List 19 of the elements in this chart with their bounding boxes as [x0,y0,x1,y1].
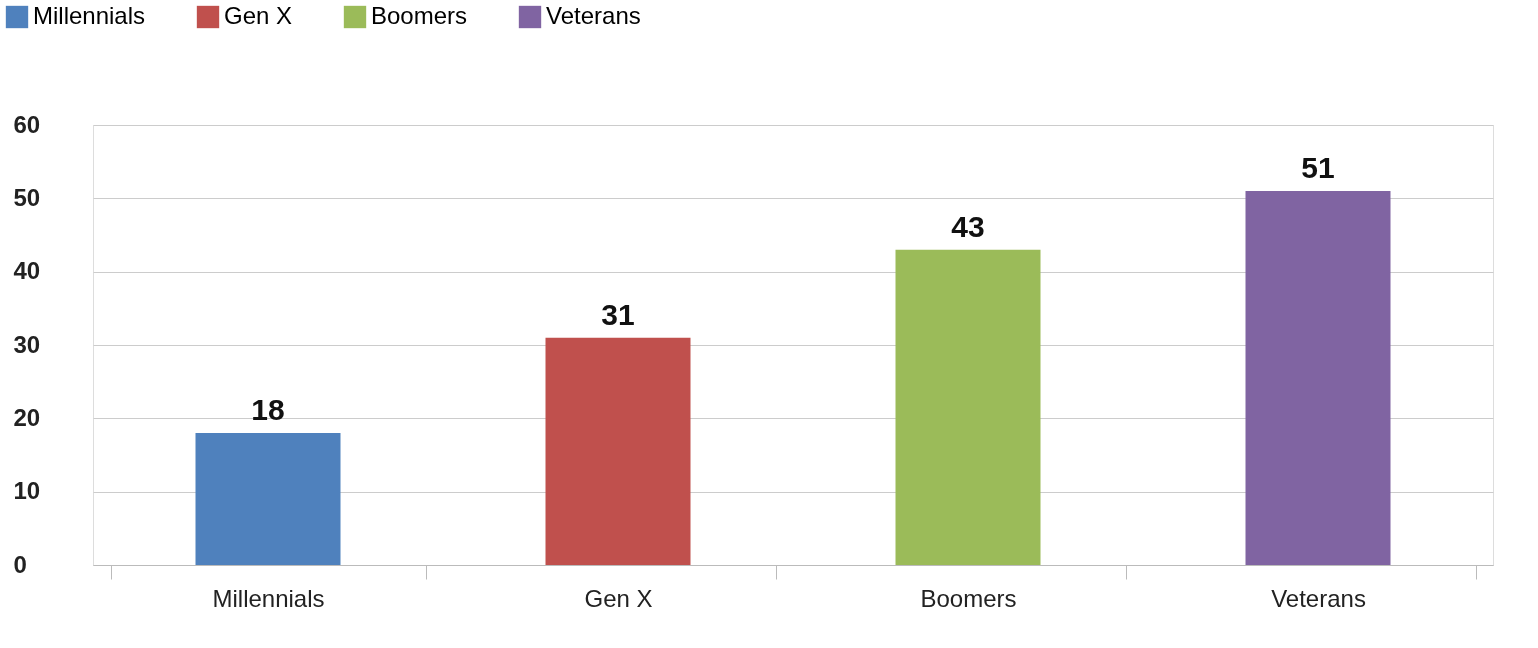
x-tick-label: Veterans [1271,584,1366,612]
x-tick-label: Millennials [212,584,325,612]
y-tick-label: 20 [13,403,41,431]
x-tick-label: Gen X [584,584,653,612]
y-tick-label: 10 [13,477,41,505]
y-tick-label: 40 [13,257,41,285]
x-tick-label: Boomers [920,584,1017,612]
y-tick-label: 60 [13,110,41,138]
data-label: 51 [1301,151,1335,184]
legend-label: Veterans [546,2,641,29]
y-tick-label: 50 [13,183,41,211]
legend-label: Boomers [371,2,468,29]
y-tick-label: 0 [13,550,27,578]
data-label: 31 [601,297,635,331]
data-label: 43 [951,209,985,243]
legend-label: Gen X [224,2,293,29]
legend-label: Millennials [33,2,146,29]
data-label: 18 [251,393,285,426]
y-tick-label: 30 [13,330,41,358]
